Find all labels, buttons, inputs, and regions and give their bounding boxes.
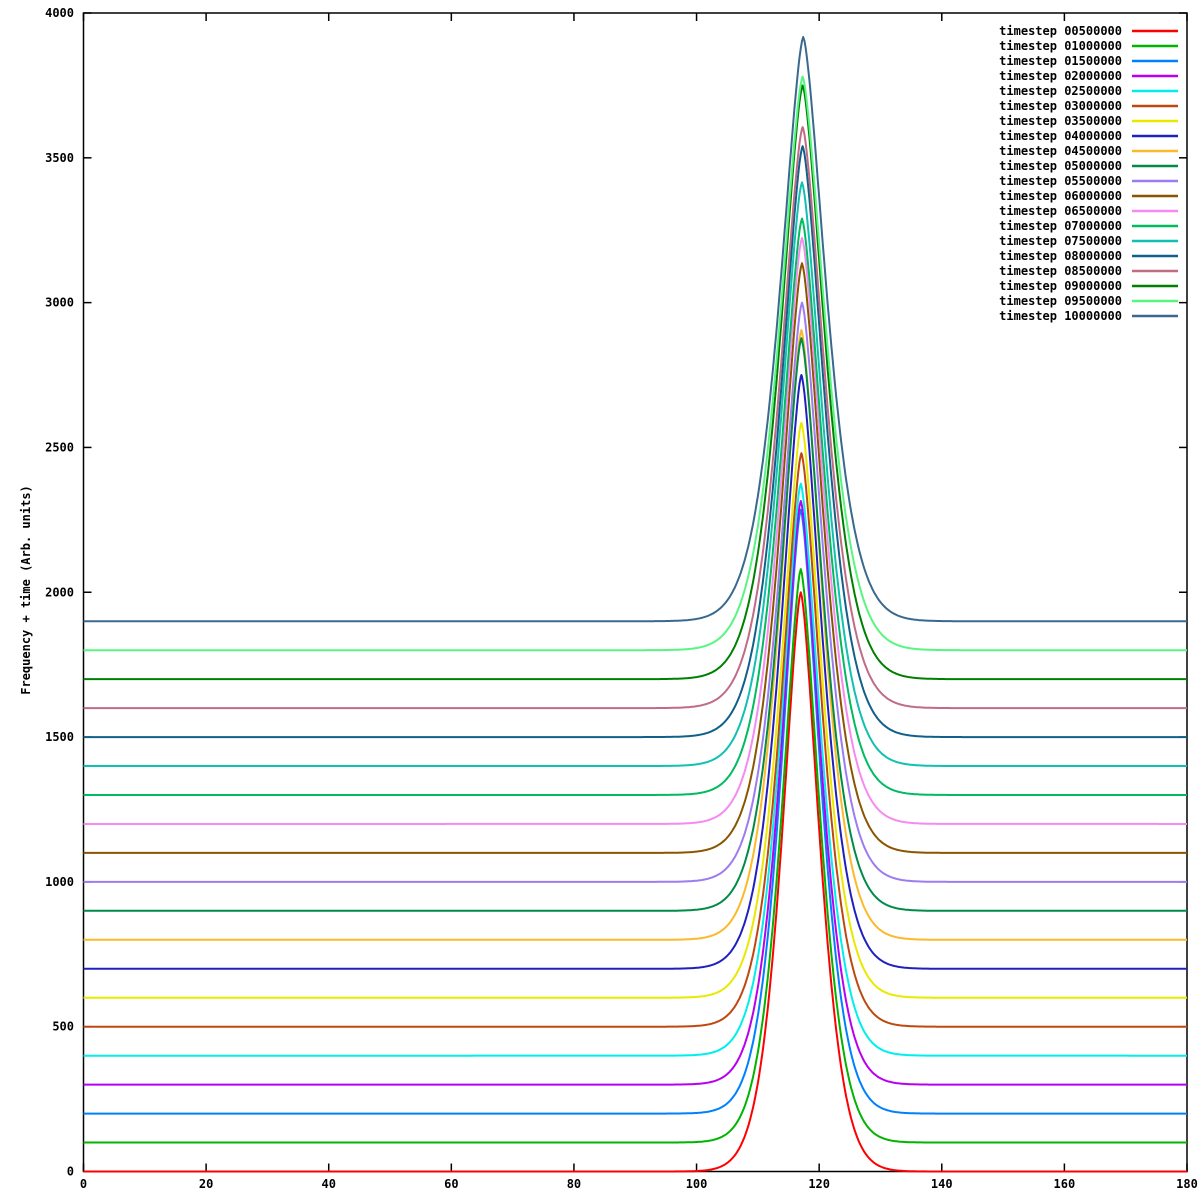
legend-entry: timestep 01000000 [999, 39, 1178, 53]
series-curve-10 [83, 337, 1187, 912]
legend-label: timestep 00500000 [999, 24, 1122, 38]
series-curve-3 [83, 508, 1187, 1115]
legend-label: timestep 05500000 [999, 174, 1122, 188]
x-tick-label: 140 [931, 1177, 953, 1191]
legend-entry: timestep 04500000 [999, 144, 1178, 158]
series-curve-16 [83, 145, 1187, 739]
legend-entry: timestep 07000000 [999, 219, 1178, 233]
legend-entry: timestep 02500000 [999, 84, 1178, 98]
series-curve-1 [83, 591, 1187, 1173]
y-tick-label: 3500 [45, 151, 74, 165]
y-tick-label: 1000 [45, 875, 74, 889]
legend-label: timestep 09000000 [999, 279, 1122, 293]
y-tick-label: 0 [67, 1165, 74, 1179]
legend-label: timestep 04500000 [999, 144, 1122, 158]
legend-entry: timestep 06000000 [999, 189, 1178, 203]
y-tick-label: 4000 [45, 6, 74, 20]
legend-label: timestep 03000000 [999, 99, 1122, 113]
y-tick-label: 1500 [45, 730, 74, 744]
legend-label: timestep 01500000 [999, 54, 1122, 68]
legend-entry: timestep 06500000 [999, 204, 1178, 218]
legend-entry: timestep 09500000 [999, 294, 1178, 308]
legend-entry: timestep 05500000 [999, 174, 1178, 188]
axis-tick-labels: 0 20 40 60 80 100 120 140 160 180 0 500 1000 1500 2000… [45, 6, 1198, 1191]
x-tick-label: 80 [567, 1177, 581, 1191]
x-tick-label: 120 [808, 1177, 830, 1191]
legend-label: timestep 03500000 [999, 114, 1122, 128]
series-curve-4 [83, 500, 1187, 1086]
legend-entry: timestep 00500000 [999, 24, 1178, 38]
legend-label: timestep 09500000 [999, 294, 1122, 308]
legend-entry: timestep 03500000 [999, 114, 1178, 128]
legend-entry: timestep 07500000 [999, 234, 1178, 248]
legend-label: timestep 01000000 [999, 39, 1122, 53]
legend-label: timestep 08000000 [999, 249, 1122, 263]
legend-entry: timestep 02000000 [999, 69, 1178, 83]
series-curve-5 [83, 482, 1187, 1057]
x-tick-label: 100 [686, 1177, 708, 1191]
legend-entry: timestep 03000000 [999, 99, 1178, 113]
legend-label: timestep 06500000 [999, 204, 1122, 218]
legend-entry: timestep 10000000 [999, 309, 1178, 323]
x-tick-label: 40 [321, 1177, 335, 1191]
legend-label: timestep 08500000 [999, 264, 1122, 278]
series-curve-12 [83, 262, 1187, 854]
legend-entry: timestep 08500000 [999, 264, 1178, 278]
legend-entry: timestep 09000000 [999, 279, 1178, 293]
y-tick-label: 2000 [45, 585, 74, 599]
series-curve-19 [83, 75, 1187, 652]
y-axis-title: Frequency + time (Arb. units) [19, 485, 33, 695]
x-tick-label: 20 [199, 1177, 213, 1191]
legend-entry: timestep 08000000 [999, 249, 1178, 263]
series-curves [83, 36, 1187, 1173]
series-curve-6 [83, 452, 1187, 1028]
x-tick-label: 180 [1176, 1177, 1198, 1191]
series-curve-15 [83, 181, 1187, 767]
series-curve-18 [83, 84, 1187, 681]
legend-label: timestep 10000000 [999, 309, 1122, 323]
legend-label: timestep 06000000 [999, 189, 1122, 203]
legend-label: timestep 05000000 [999, 159, 1122, 173]
legend-label: timestep 02000000 [999, 69, 1122, 83]
series-curve-8 [83, 374, 1187, 970]
series-curve-9 [83, 329, 1187, 941]
series-curve-2 [83, 568, 1187, 1144]
legend-entry: timestep 04000000 [999, 129, 1178, 143]
series-curve-20 [83, 36, 1187, 623]
series-curve-17 [83, 126, 1187, 710]
y-tick-label: 2500 [45, 440, 74, 454]
legend-label: timestep 07000000 [999, 219, 1122, 233]
legend-entry: timestep 01500000 [999, 54, 1178, 68]
series-curve-14 [83, 217, 1187, 796]
x-tick-label: 160 [1054, 1177, 1076, 1191]
legend-label: timestep 02500000 [999, 84, 1122, 98]
x-tick-label: 0 [80, 1177, 87, 1191]
legend-label: timestep 07500000 [999, 234, 1122, 248]
series-curve-11 [83, 301, 1187, 883]
series-curve-7 [83, 421, 1187, 999]
legend-entry: timestep 05000000 [999, 159, 1178, 173]
series-curve-13 [83, 237, 1187, 825]
x-tick-label: 60 [444, 1177, 458, 1191]
legend-label: timestep 04000000 [999, 129, 1122, 143]
y-tick-label: 500 [52, 1020, 74, 1034]
y-tick-label: 3000 [45, 296, 74, 310]
